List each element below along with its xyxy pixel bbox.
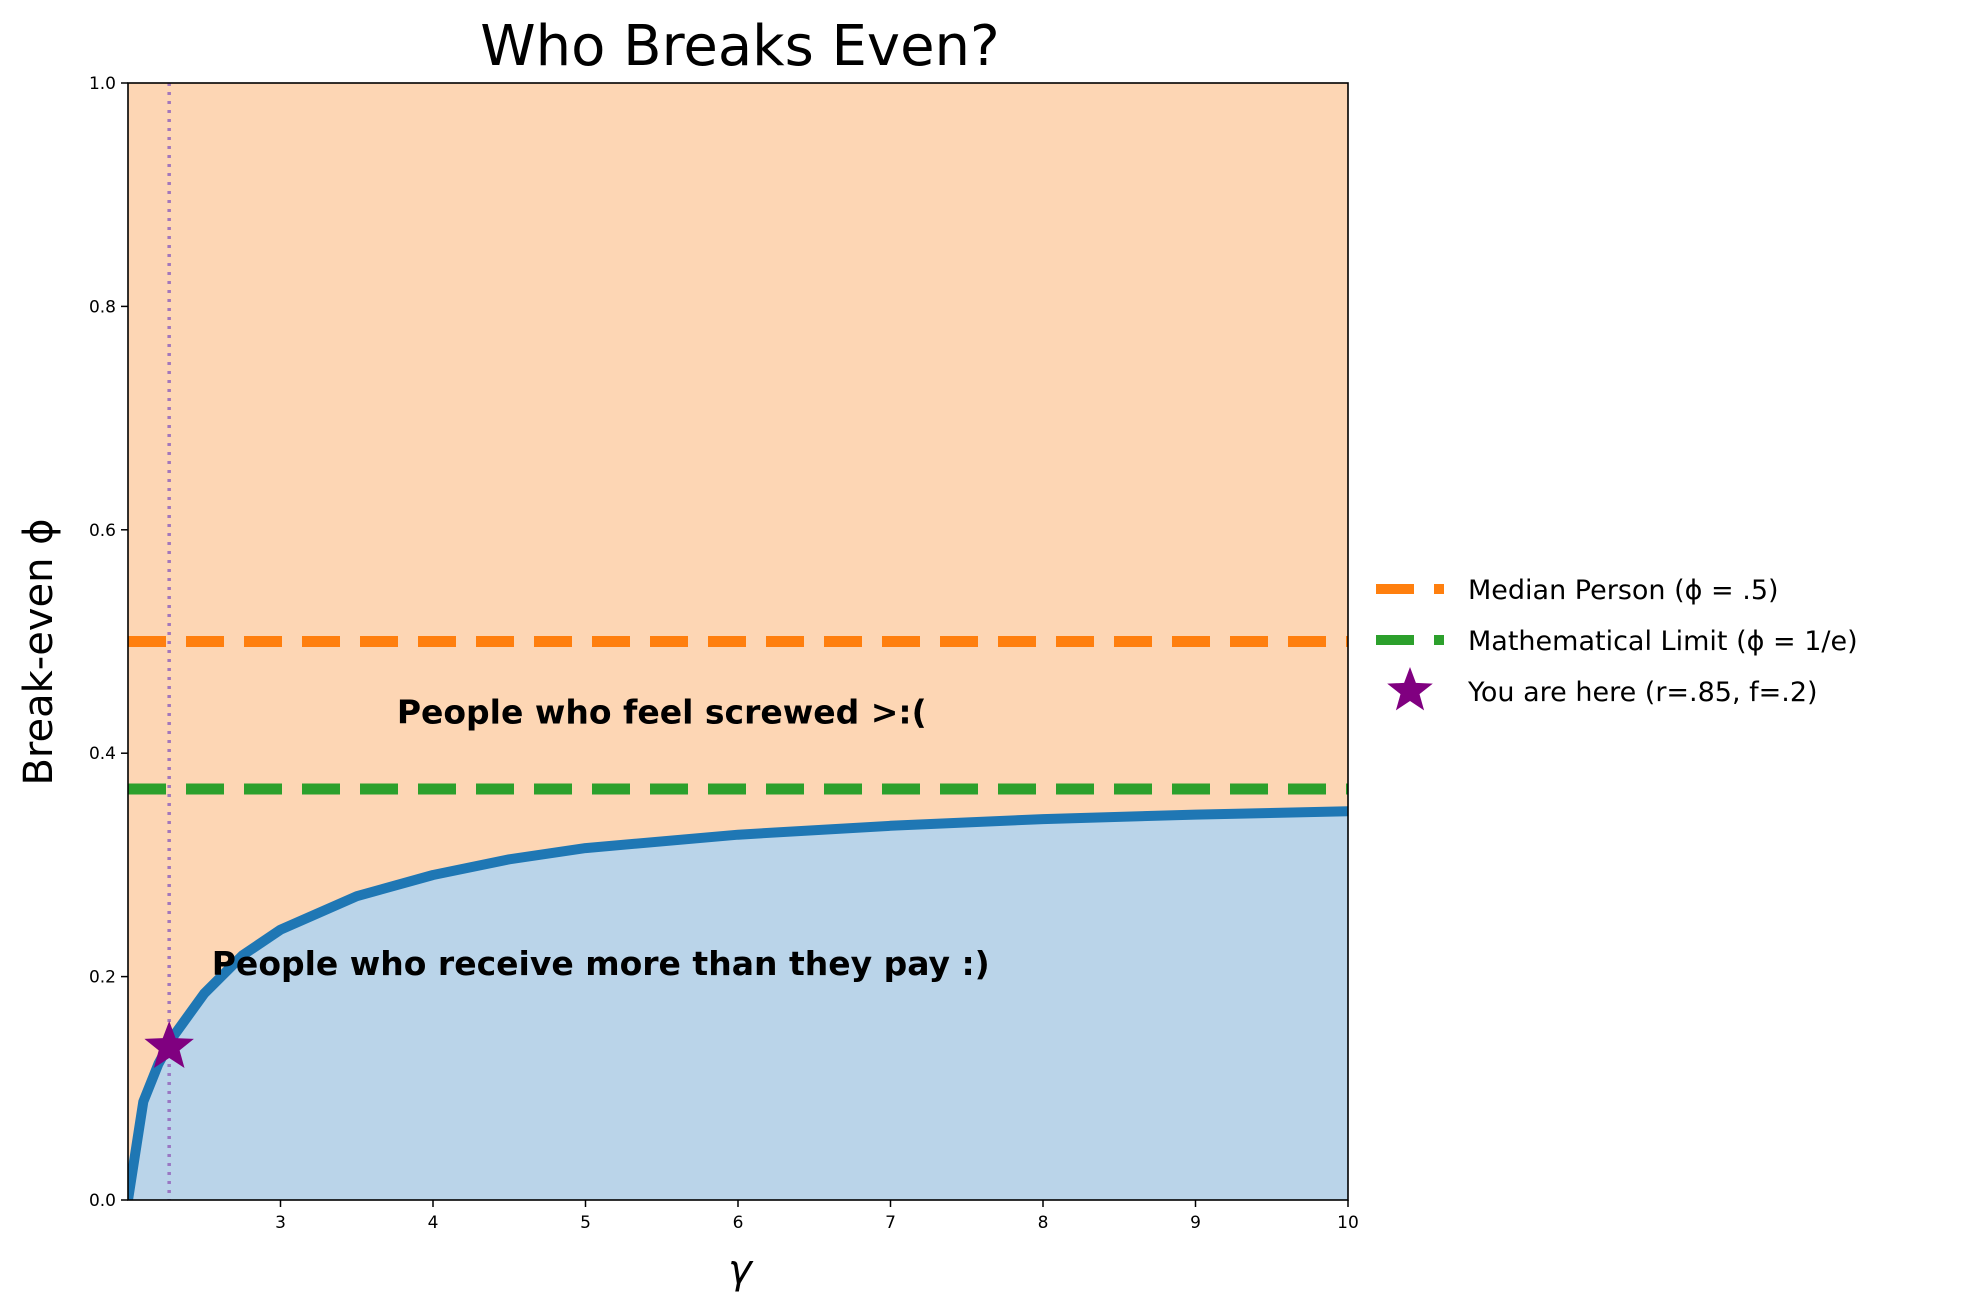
x-tick-label-7: 10 [1337,1213,1359,1233]
axis-ticks: 3 4 5 6 7 8 9 10 0.0 0.2 0.4 0.6 0.8 1.0 [89,74,1359,1233]
legend-label-0: Median Person (ϕ = .5) [1468,575,1779,606]
x-tick-label-4: 7 [885,1213,896,1233]
y-tick-label-1: 0.2 [89,968,116,988]
x-tick-label-6: 9 [1190,1213,1201,1233]
legend: Median Person (ϕ = .5) Mathematical Limit… [1376,575,1858,711]
point-marker-0 [144,1021,194,1068]
x-tick-label-5: 8 [1038,1213,1049,1233]
plot-area: People who feel screwed >:( People who re… [127,82,1349,1201]
plot-content: People who feel screwed >:( People who re… [128,83,1348,1200]
x-tick-label-3: 6 [733,1213,744,1233]
fill-below-curve [128,811,1348,1200]
y-tick-label-2: 0.4 [89,744,116,764]
x-axis-label: γ [728,1247,754,1293]
legend-label-1: Mathematical Limit (ϕ = 1/e) [1468,626,1858,657]
x-tick-label-0: 3 [275,1213,286,1233]
legend-label-2: You are here (r=.85, f=.2) [1467,677,1818,708]
y-tick-label-4: 0.8 [89,297,116,317]
legend-swatch-2 [1387,667,1433,711]
chart-title: Who Breaks Even? [480,14,1000,79]
y-tick-label-0: 0.0 [89,1191,116,1211]
y-tick-label-3: 0.6 [89,521,116,541]
y-tick-label-5: 1.0 [89,74,116,94]
y-axis-label: Break-even ϕ [16,518,62,785]
annotation-0: People who feel screwed >:( [397,693,927,732]
annotation-1: People who receive more than they pay :) [212,944,990,983]
x-tick-label-2: 5 [580,1213,591,1233]
x-tick-label-1: 4 [428,1213,439,1233]
